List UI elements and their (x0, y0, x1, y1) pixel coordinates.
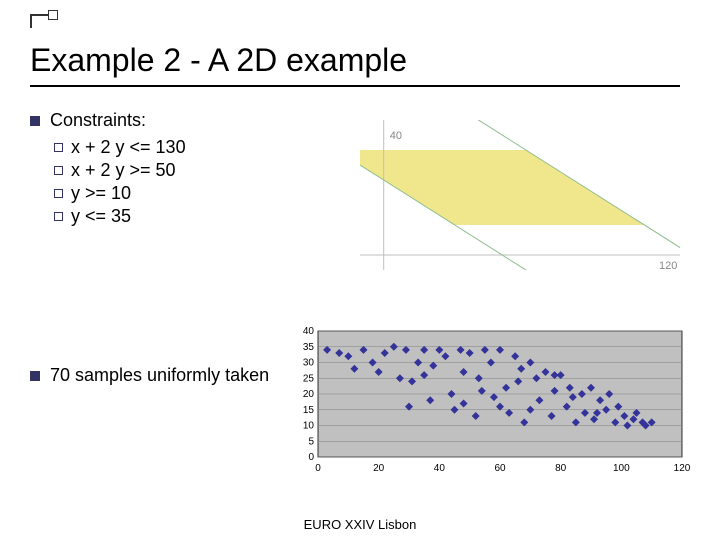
scatter-chart: 0 5 10 15 20 25 30 35 40 0 20 40 60 80 100 120 (290, 325, 690, 480)
svg-text:100: 100 (613, 463, 630, 474)
svg-text:40: 40 (434, 463, 446, 474)
svg-text:40: 40 (390, 130, 402, 142)
svg-text:25: 25 (303, 373, 315, 384)
constraints-heading: Constraints: (50, 110, 146, 131)
svg-text:0: 0 (308, 452, 314, 463)
svg-text:15: 15 (303, 405, 315, 416)
constraints-text: Constraints: x + 2 y <= 130 x + 2 y >= 5… (30, 110, 330, 229)
samples-text: 70 samples uniformly taken (30, 325, 290, 392)
row-constraints: Constraints: x + 2 y <= 130 x + 2 y >= 5… (30, 110, 690, 295)
svg-text:0: 0 (315, 463, 321, 474)
samples-heading: 70 samples uniformly taken (50, 365, 269, 386)
constraint-item: x + 2 y <= 130 (71, 137, 186, 158)
svg-text:120: 120 (659, 260, 677, 272)
svg-text:30: 30 (303, 358, 315, 369)
svg-text:20: 20 (373, 463, 385, 474)
svg-text:20: 20 (303, 389, 315, 400)
constraint-item: y <= 35 (71, 206, 131, 227)
region-plot: 120 40 (330, 110, 690, 290)
svg-text:40: 40 (303, 326, 315, 337)
scatter-plot: 0 5 10 15 20 25 30 35 40 0 20 40 60 80 100 120 (290, 325, 690, 475)
svg-text:10: 10 (303, 421, 315, 432)
bullet-icon (30, 116, 40, 126)
sub-bullet-icon (54, 212, 63, 221)
svg-text:5: 5 (308, 436, 314, 447)
constraint-item: x + 2 y >= 50 (71, 160, 176, 181)
constraint-item: y >= 10 (71, 183, 131, 204)
svg-text:60: 60 (494, 463, 506, 474)
slide-footer: EURO XXIV Lisbon (0, 517, 720, 532)
sub-bullet-icon (54, 143, 63, 152)
row-samples: 70 samples uniformly taken 0 5 10 15 20 25 30 3… (30, 325, 690, 480)
slide-corner-decoration (30, 14, 50, 28)
sub-bullet-icon (54, 166, 63, 175)
bullet-icon (30, 371, 40, 381)
svg-text:120: 120 (674, 463, 690, 474)
svg-text:35: 35 (303, 342, 315, 353)
feasible-region-chart: 120 40 (330, 110, 690, 295)
sub-bullet-icon (54, 189, 63, 198)
slide-content: Constraints: x + 2 y <= 130 x + 2 y >= 5… (30, 110, 690, 510)
svg-text:80: 80 (555, 463, 567, 474)
slide-title: Example 2 - A 2D example (30, 42, 680, 87)
